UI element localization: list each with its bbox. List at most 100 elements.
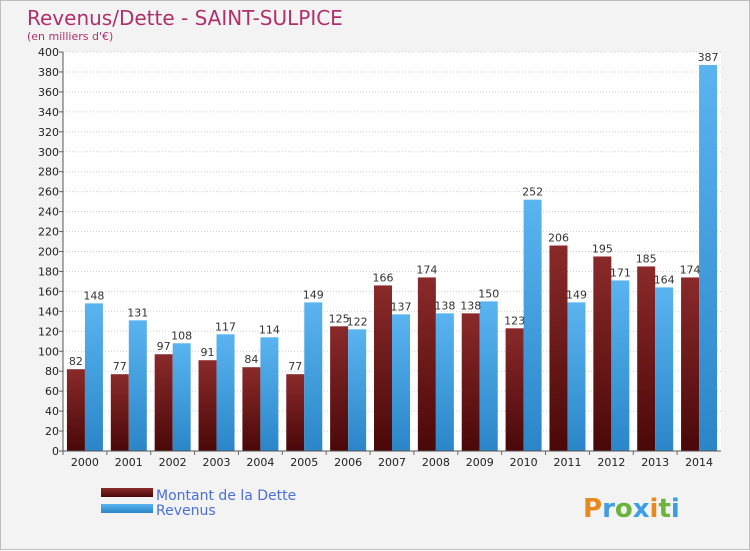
y-tick-label-280: 280: [38, 166, 59, 179]
axis-layer: 0 20 40 60 80 100 120 140 160 180 200 220 240 260 280 3…: [38, 46, 721, 469]
debt-value-label-2002: 97: [157, 340, 171, 353]
x-tick-label-2000: 2000: [71, 456, 99, 469]
debt-bar-2002: [154, 354, 173, 451]
debt-value-label-2001: 77: [113, 360, 127, 373]
debt-bar-2007: [374, 285, 392, 451]
revenue-bar-2001: [128, 320, 147, 451]
revenue-value-label-2007: 137: [391, 300, 412, 313]
y-tick-label-380: 380: [38, 66, 59, 79]
debt-value-label-2014: 174: [680, 263, 701, 276]
revenue-value-label-2002: 108: [171, 329, 192, 342]
y-tick-label-40: 40: [45, 405, 59, 418]
y-tick-label-60: 60: [45, 385, 59, 398]
x-tick-label-2013: 2013: [641, 456, 669, 469]
y-tick-label-220: 220: [38, 226, 59, 239]
revenue-bar-2008: [435, 313, 454, 451]
bars-layer: [66, 64, 718, 451]
x-tick-label-2006: 2006: [334, 456, 362, 469]
logo-letter-1: r: [602, 494, 615, 524]
x-tick-label-2003: 2003: [203, 456, 231, 469]
debt-value-label-2003: 91: [201, 346, 215, 359]
y-tick-label-240: 240: [38, 206, 59, 219]
logo-letter-6: i: [671, 494, 680, 524]
y-tick-label-340: 340: [38, 106, 59, 119]
x-tick-label-2002: 2002: [159, 456, 187, 469]
y-tick-label-200: 200: [38, 246, 59, 259]
revenue-bar-2012: [611, 280, 630, 451]
y-tick-label-260: 260: [38, 186, 59, 199]
revenue-bar-2014: [699, 64, 718, 451]
revenue-value-label-2014: 387: [698, 51, 719, 64]
debt-bar-2000: [66, 369, 85, 451]
revenue-bar-2010: [523, 199, 542, 451]
legend: Montant de la Dette Revenus: [101, 488, 296, 519]
revenue-value-label-2012: 171: [610, 266, 631, 279]
x-tick-label-2001: 2001: [115, 456, 143, 469]
revenue-bar-2000: [84, 303, 103, 451]
legend-swatch-revenue: [101, 504, 153, 513]
revenue-bar-2006: [348, 329, 367, 451]
y-tick-label-120: 120: [38, 325, 59, 338]
x-tick-label-2010: 2010: [510, 456, 538, 469]
revenue-bar-2003: [216, 334, 235, 451]
revenue-value-label-2008: 138: [434, 299, 455, 312]
y-tick-label-180: 180: [38, 265, 59, 278]
debt-bar-2006: [330, 326, 349, 451]
revenue-bar-2011: [567, 302, 586, 451]
debt-bar-2012: [593, 256, 612, 451]
debt-value-label-2010: 123: [504, 314, 525, 327]
debt-bar-2004: [242, 367, 261, 451]
y-tick-label-360: 360: [38, 86, 59, 99]
revenue-bar-2002: [172, 343, 191, 451]
debt-bar-2010: [505, 328, 524, 451]
chart-subtitle: (en milliers d'€): [27, 30, 113, 43]
revenue-bar-2007: [392, 314, 410, 451]
revenue-value-label-2000: 148: [83, 289, 104, 302]
x-tick-label-2007: 2007: [378, 456, 406, 469]
y-tick-label-320: 320: [38, 126, 59, 139]
revenue-bar-2004: [260, 337, 279, 451]
debt-value-label-2006: 125: [329, 312, 350, 325]
y-tick-label-300: 300: [38, 146, 59, 159]
revenue-value-label-2009: 150: [478, 287, 499, 300]
debt-value-label-2008: 174: [416, 263, 437, 276]
proxiti-logo: Proxiti: [583, 494, 680, 524]
x-tick-label-2004: 2004: [246, 456, 274, 469]
legend-label-revenue: Revenus: [156, 503, 216, 519]
debt-bar-2014: [681, 277, 700, 451]
debt-value-label-2004: 84: [244, 353, 258, 366]
debt-value-label-2012: 195: [592, 242, 613, 255]
y-tick-label-100: 100: [38, 345, 59, 358]
debt-value-label-2009: 138: [460, 299, 481, 312]
debt-bar-2001: [110, 374, 129, 451]
revenue-value-label-2013: 164: [654, 273, 675, 286]
debt-bar-2009: [461, 313, 480, 451]
x-tick-label-2005: 2005: [290, 456, 318, 469]
revenue-value-label-2010: 252: [522, 186, 543, 199]
x-tick-label-2009: 2009: [466, 456, 494, 469]
debt-bar-2003: [198, 360, 217, 451]
debt-value-label-2000: 82: [69, 355, 83, 368]
debt-bar-2013: [637, 266, 656, 451]
legend-swatch-debt: [101, 488, 153, 497]
revenue-value-label-2011: 149: [566, 288, 587, 301]
debt-value-label-2007: 166: [373, 271, 394, 284]
chart-title: Revenus/Dette - SAINT-SULPICE: [27, 6, 343, 30]
y-tick-label-160: 160: [38, 285, 59, 298]
logo-letter-0: P: [583, 494, 602, 524]
revenue-bar-2013: [655, 287, 674, 451]
revenue-value-label-2004: 114: [259, 323, 280, 336]
revenue-value-label-2001: 131: [127, 306, 148, 319]
logo-letter-4: i: [650, 494, 659, 524]
x-tick-label-2012: 2012: [597, 456, 625, 469]
debt-value-label-2011: 206: [548, 232, 569, 245]
legend-label-debt: Montant de la Dette: [156, 488, 296, 504]
debt-bar-2005: [286, 374, 305, 451]
logo-letter-5: t: [658, 494, 670, 524]
revenue-bar-2005: [304, 302, 323, 451]
x-tick-label-2014: 2014: [685, 456, 713, 469]
x-tick-label-2008: 2008: [422, 456, 450, 469]
debt-value-label-2013: 185: [636, 252, 657, 265]
